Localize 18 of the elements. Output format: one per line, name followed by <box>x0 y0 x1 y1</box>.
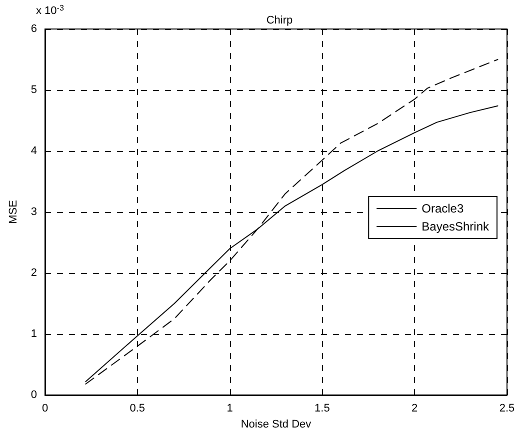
y-tick-label: 6 <box>30 23 37 35</box>
y-tick-label: 1 <box>30 328 37 340</box>
legend-label: Oracle3 <box>422 202 464 216</box>
y-tick-label: 3 <box>30 206 37 218</box>
x-tick-label: 1 <box>226 402 233 414</box>
y-axis-title: MSE <box>8 200 20 224</box>
x-tick-label: 2.5 <box>499 402 515 414</box>
y-tick-label: 5 <box>30 84 37 96</box>
y-tick-label: 4 <box>30 145 37 157</box>
x-tick-label: 2 <box>412 402 418 414</box>
x-tick-label: 0.5 <box>130 402 146 414</box>
chart-title: Chirp <box>266 14 293 26</box>
y-tick-label: 0 <box>30 389 37 401</box>
x-axis-title: Noise Std Dev <box>240 418 312 430</box>
legend-label: BayesShrink <box>422 220 490 234</box>
x-tick-label: 1.5 <box>314 402 330 414</box>
y-tick-label: 2 <box>30 267 37 279</box>
x-tick-label: 0 <box>42 402 48 414</box>
